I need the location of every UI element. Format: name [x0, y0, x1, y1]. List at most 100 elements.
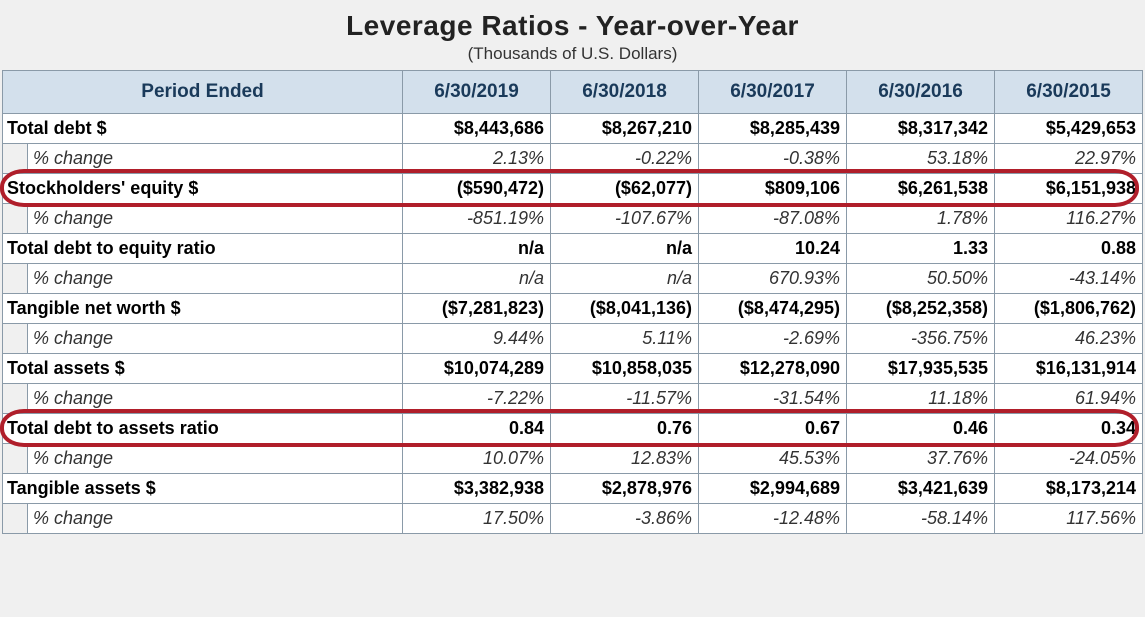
pct-cell: -107.67% — [551, 204, 699, 234]
value-cell: 0.84 — [403, 414, 551, 444]
pct-cell: 17.50% — [403, 504, 551, 534]
pct-cell: -12.48% — [699, 504, 847, 534]
pct-cell: 53.18% — [847, 144, 995, 174]
pct-cell: 1.78% — [847, 204, 995, 234]
pct-change-label: % change — [3, 384, 403, 414]
pct-cell: 61.94% — [995, 384, 1143, 414]
value-cell: $8,267,210 — [551, 114, 699, 144]
pct-cell: 2.13% — [403, 144, 551, 174]
value-cell: ($8,041,136) — [551, 294, 699, 324]
value-cell: 0.46 — [847, 414, 995, 444]
pct-cell: -43.14% — [995, 264, 1143, 294]
table-row-pct: % change10.07%12.83%45.53%37.76%-24.05% — [3, 444, 1143, 474]
pct-change-label: % change — [3, 504, 403, 534]
value-cell: $8,173,214 — [995, 474, 1143, 504]
pct-cell: -2.69% — [699, 324, 847, 354]
pct-change-label: % change — [3, 264, 403, 294]
pct-change-label: % change — [3, 144, 403, 174]
pct-cell: -24.05% — [995, 444, 1143, 474]
row-label: Total debt to equity ratio — [3, 234, 403, 264]
table-row: Total debt to equity ration/an/a10.241.3… — [3, 234, 1143, 264]
value-cell: $8,285,439 — [699, 114, 847, 144]
title-block: Leverage Ratios - Year-over-Year (Thousa… — [0, 0, 1145, 70]
value-cell: $5,429,653 — [995, 114, 1143, 144]
pct-cell: 12.83% — [551, 444, 699, 474]
value-cell: $16,131,914 — [995, 354, 1143, 384]
pct-cell: 22.97% — [995, 144, 1143, 174]
pct-cell: -31.54% — [699, 384, 847, 414]
value-cell: $3,421,639 — [847, 474, 995, 504]
pct-cell: 10.07% — [403, 444, 551, 474]
table-row-pct: % change17.50%-3.86%-12.48%-58.14%117.56… — [3, 504, 1143, 534]
pct-cell: 5.11% — [551, 324, 699, 354]
value-cell: $10,074,289 — [403, 354, 551, 384]
row-label: Stockholders' equity $ — [3, 174, 403, 204]
table-row: Total debt $$8,443,686$8,267,210$8,285,4… — [3, 114, 1143, 144]
value-cell: ($8,252,358) — [847, 294, 995, 324]
table-row-pct: % change-7.22%-11.57%-31.54%11.18%61.94% — [3, 384, 1143, 414]
pct-cell: 670.93% — [699, 264, 847, 294]
pct-cell: 116.27% — [995, 204, 1143, 234]
value-cell: 10.24 — [699, 234, 847, 264]
value-cell: 0.67 — [699, 414, 847, 444]
pct-cell: -87.08% — [699, 204, 847, 234]
value-cell: $10,858,035 — [551, 354, 699, 384]
row-label: Total assets $ — [3, 354, 403, 384]
page-subtitle: (Thousands of U.S. Dollars) — [0, 44, 1145, 64]
pct-cell: -0.38% — [699, 144, 847, 174]
pct-cell: -356.75% — [847, 324, 995, 354]
row-label: Tangible assets $ — [3, 474, 403, 504]
pct-cell: 37.76% — [847, 444, 995, 474]
value-cell: $6,151,938 — [995, 174, 1143, 204]
table-row: Tangible net worth $($7,281,823)($8,041,… — [3, 294, 1143, 324]
value-cell: $6,261,538 — [847, 174, 995, 204]
col-header-0: 6/30/2019 — [403, 71, 551, 114]
table-row: Total debt to assets ratio0.840.760.670.… — [3, 414, 1143, 444]
pct-change-label: % change — [3, 324, 403, 354]
pct-cell: -3.86% — [551, 504, 699, 534]
col-header-2: 6/30/2017 — [699, 71, 847, 114]
pct-cell: -58.14% — [847, 504, 995, 534]
pct-cell: 50.50% — [847, 264, 995, 294]
leverage-ratios-table: Period Ended 6/30/2019 6/30/2018 6/30/20… — [2, 70, 1143, 534]
value-cell: $8,443,686 — [403, 114, 551, 144]
value-cell: 0.88 — [995, 234, 1143, 264]
value-cell: 0.34 — [995, 414, 1143, 444]
value-cell: $12,278,090 — [699, 354, 847, 384]
table-row-pct: % changen/an/a670.93%50.50%-43.14% — [3, 264, 1143, 294]
table-row-pct: % change-851.19%-107.67%-87.08%1.78%116.… — [3, 204, 1143, 234]
value-cell: ($7,281,823) — [403, 294, 551, 324]
pct-cell: 45.53% — [699, 444, 847, 474]
table-row: Total assets $$10,074,289$10,858,035$12,… — [3, 354, 1143, 384]
value-cell: ($590,472) — [403, 174, 551, 204]
pct-cell: n/a — [403, 264, 551, 294]
value-cell: n/a — [403, 234, 551, 264]
value-cell: $809,106 — [699, 174, 847, 204]
pct-change-label: % change — [3, 444, 403, 474]
row-label: Total debt to assets ratio — [3, 414, 403, 444]
table-row-pct: % change2.13%-0.22%-0.38%53.18%22.97% — [3, 144, 1143, 174]
value-cell: ($1,806,762) — [995, 294, 1143, 324]
pct-cell: 46.23% — [995, 324, 1143, 354]
pct-cell: -851.19% — [403, 204, 551, 234]
page-title: Leverage Ratios - Year-over-Year — [0, 10, 1145, 42]
col-header-4: 6/30/2015 — [995, 71, 1143, 114]
pct-cell: n/a — [551, 264, 699, 294]
pct-cell: 9.44% — [403, 324, 551, 354]
col-header-3: 6/30/2016 — [847, 71, 995, 114]
pct-cell: -11.57% — [551, 384, 699, 414]
pct-change-label: % change — [3, 204, 403, 234]
table-header-row: Period Ended 6/30/2019 6/30/2018 6/30/20… — [3, 71, 1143, 114]
table-row: Tangible assets $$3,382,938$2,878,976$2,… — [3, 474, 1143, 504]
value-cell: ($62,077) — [551, 174, 699, 204]
row-label: Tangible net worth $ — [3, 294, 403, 324]
pct-cell: -7.22% — [403, 384, 551, 414]
pct-cell: 117.56% — [995, 504, 1143, 534]
col-header-1: 6/30/2018 — [551, 71, 699, 114]
value-cell: $8,317,342 — [847, 114, 995, 144]
value-cell: n/a — [551, 234, 699, 264]
row-label: Total debt $ — [3, 114, 403, 144]
table-row: Stockholders' equity $($590,472)($62,077… — [3, 174, 1143, 204]
value-cell: $2,994,689 — [699, 474, 847, 504]
value-cell: 0.76 — [551, 414, 699, 444]
